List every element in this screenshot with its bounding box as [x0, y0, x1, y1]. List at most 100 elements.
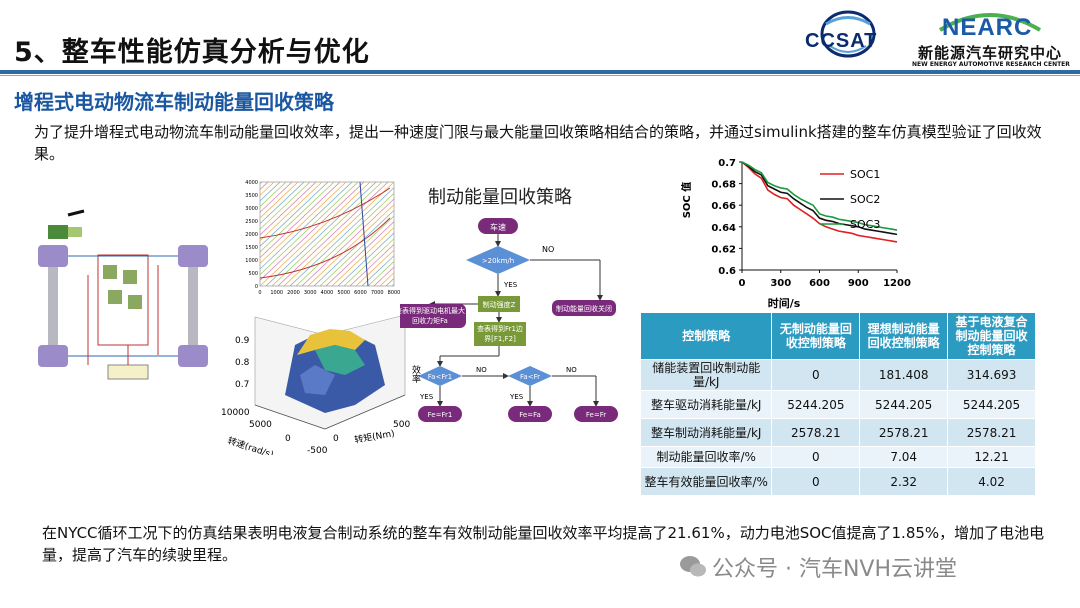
results-table: 控制策略 无制动能量回收控制策略 理想制动能量回收控制策略 基于电液复合制动能量…	[639, 312, 1036, 496]
soc-x-tick: 900	[848, 278, 869, 289]
flow-max-torque-box	[400, 304, 466, 328]
table-cell: 整车驱动消耗能量/kJ	[639, 390, 773, 419]
table-header-cell: 无制动能量回收控制策略	[771, 312, 861, 360]
table-cell: 314.693	[947, 359, 1036, 391]
soc-legend-label: SOC3	[850, 218, 880, 231]
soc-series-line-soc1	[741, 161, 898, 243]
table-cell: 整车制动消耗能量/kJ	[639, 418, 773, 447]
svg-text:制动强度Z: 制动强度Z	[483, 300, 516, 309]
contour-y-tick: 0	[255, 284, 258, 290]
svg-text:YES: YES	[509, 393, 524, 401]
contour-x-tick: 4000	[321, 290, 334, 296]
flow-recovery-off-box	[552, 300, 616, 316]
table-header-cell: 基于电液复合制动能量回收控制策略	[947, 312, 1036, 360]
surface-z-label: 效率	[410, 364, 421, 384]
table-cell: 0	[771, 467, 861, 496]
table-cell: 储能装置回收制动能量/kJ	[639, 359, 773, 391]
flow-speed-decision	[466, 246, 530, 274]
nearc-logo-text: NEARC	[942, 14, 1033, 41]
svg-text:10000: 10000	[221, 408, 250, 418]
table-header-cell: 理想制动能量回收控制策略	[859, 312, 949, 360]
surface-y-label: 转矩(Nm)	[353, 427, 395, 446]
flow-out-1	[418, 406, 462, 422]
flowchart-title: 制动能量回收策略	[428, 187, 572, 208]
svg-text:0: 0	[285, 434, 291, 444]
table-cell: 5244.205	[947, 390, 1036, 419]
contour-y-tick: 1500	[245, 245, 258, 251]
contour-x-tick: 6000	[354, 290, 367, 296]
table-header-cell: 控制策略	[639, 312, 773, 360]
contour-y-tick: 2000	[245, 232, 258, 238]
svg-text:Fe=Fr: Fe=Fr	[586, 411, 606, 419]
svg-text:NO: NO	[476, 366, 487, 374]
svg-text:500: 500	[393, 420, 410, 430]
contour-x-tick: 7000	[371, 290, 384, 296]
contour-y-tick: 500	[248, 271, 258, 277]
soc-line-chart: 0.6 0.62 0.64 0.66 0.68 0.7 0 300 600 900 1200 SOC…	[680, 158, 911, 310]
table-cell: 2578.21	[947, 418, 1036, 447]
table-cell: 2578.21	[859, 418, 949, 447]
nearc-logo-cn: 新能源汽车研究中心	[918, 44, 1063, 62]
soc-legend-label: SOC2	[850, 193, 880, 206]
surface-z-ticks: 0.9 0.8 0.7	[235, 336, 250, 390]
contour-x-tick: 3000	[304, 290, 317, 296]
table-cell: 0	[771, 359, 861, 391]
contour-y-tick: 3500	[245, 193, 258, 199]
contour-x-tick: 0	[258, 290, 261, 296]
contour-x-tick: 5000	[337, 290, 350, 296]
slide-title: 5、整车性能仿真分析与优化	[14, 37, 370, 68]
wechat-icon	[680, 556, 706, 577]
soc-x-tick: 600	[809, 278, 830, 289]
soc-series-line-soc3	[741, 161, 898, 231]
vehicle-model-diagram	[38, 209, 208, 380]
svg-text:0.9: 0.9	[235, 336, 250, 346]
surface-y-ticks: 500 0 -500	[307, 420, 410, 456]
table-cell: 4.02	[947, 467, 1036, 496]
flow-brake-intensity	[478, 296, 520, 312]
soc-y-label: SOC 值	[680, 182, 693, 219]
contour-y-tick: 2500	[245, 219, 258, 225]
soc-y-tick: 0.68	[711, 180, 736, 191]
svg-text:0.8: 0.8	[235, 358, 250, 368]
efficiency-surface-plot: 0.9 0.8 0.7 效率 10000 5000 0 转速(rad/s) 50…	[215, 305, 425, 461]
contour-x-tick: 1000	[270, 290, 283, 296]
motor-efficiency-contour-plot: 4000 3500 3000 2500 2000 1500 1000 500 0 0 1000 20…	[240, 178, 400, 300]
flow-decision-1	[418, 366, 462, 386]
svg-text:-500: -500	[307, 446, 328, 455]
watermark-text: 公众号 · 汽车NVH云讲堂	[712, 557, 958, 582]
svg-text:0.7: 0.7	[235, 380, 249, 390]
soc-y-tick: 0.64	[711, 223, 736, 234]
soc-x-tick: 0	[739, 278, 746, 289]
contour-x-tick: 8000	[388, 290, 400, 296]
svg-text:Fe=Fr1: Fe=Fr1	[428, 411, 453, 419]
svg-text:5000: 5000	[249, 420, 272, 430]
intro-paragraph: 为了提升增程式电动物流车制动能量回收效率，提出一种速度门限与最大能量回收策略相结…	[34, 123, 1042, 163]
conclusion-paragraph: 在NYCC循环工况下的仿真结果表明电液复合制动系统的整车有效制动能量回收效率平均…	[42, 524, 1045, 564]
table-cell: 5244.205	[859, 390, 949, 419]
soc-x-tick: 300	[770, 278, 791, 289]
svg-text:0: 0	[333, 434, 339, 444]
soc-y-tick: 0.7	[718, 158, 736, 169]
surface-x-ticks: 10000 5000 0	[221, 408, 291, 444]
contour-y-tick: 1000	[245, 258, 258, 264]
flow-start	[478, 218, 518, 234]
table-cell: 制动能量回收率/%	[639, 446, 773, 468]
svg-text:YES: YES	[503, 281, 518, 289]
nearc-logo-en: NEW ENERGY AUTOMOTIVE RESEARCH CENTER	[912, 61, 1070, 68]
soc-y-tick: 0.62	[711, 244, 736, 255]
contour-y-tick: 3000	[245, 206, 258, 212]
table-cell: 0	[771, 446, 861, 468]
table-row: 储能装置回收制动能量/kJ 0 181.408 314.693	[639, 359, 1036, 391]
soc-series-line-soc2	[741, 161, 898, 236]
table-row: 制动能量回收率/% 0 7.04 12.21	[639, 446, 1036, 468]
flow-decision-2	[508, 366, 552, 386]
contour-x-tick: 2000	[287, 290, 300, 296]
flow-out-2	[508, 406, 552, 422]
nearc-arc-icon	[938, 13, 1042, 32]
table-row: 整车驱动消耗能量/kJ 5244.205 5244.205 5244.205	[639, 390, 1036, 419]
table-header-row: 控制策略 无制动能量回收控制策略 理想制动能量回收控制策略 基于电液复合制动能量…	[639, 312, 1036, 360]
table-cell: 2.32	[859, 467, 949, 496]
table-cell: 7.04	[859, 446, 949, 468]
table-cell: 整车有效能量回收率/%	[639, 467, 773, 496]
svg-text:Fa<Fr1: Fa<Fr1	[428, 373, 452, 381]
